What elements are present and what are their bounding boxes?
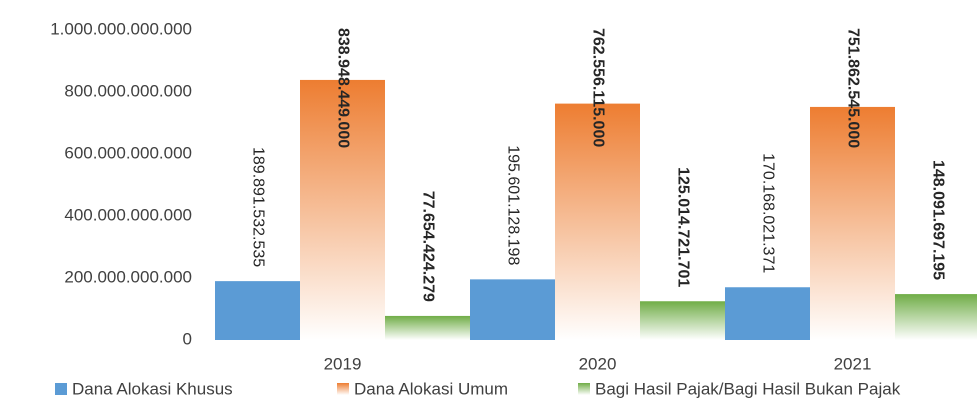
legend-swatch <box>55 383 67 395</box>
legend-label: Dana Alokasi Khusus <box>72 379 233 398</box>
bar <box>215 281 300 340</box>
value-label: 77.654.424.279 <box>419 191 436 302</box>
bar <box>810 106 895 340</box>
x-tick-label: 2019 <box>324 354 362 373</box>
bar <box>385 315 470 340</box>
y-tick-label: 200.000.000.000 <box>64 267 192 286</box>
x-tick-label: 2021 <box>834 354 872 373</box>
value-label: 148.091.697.195 <box>929 160 946 280</box>
value-label: 170.168.021.371 <box>759 153 776 273</box>
bar <box>470 279 555 340</box>
bar <box>300 79 385 341</box>
legend-swatch <box>337 383 349 395</box>
bar <box>895 294 977 340</box>
y-tick-label: 800.000.000.000 <box>64 81 192 100</box>
x-tick-label: 2020 <box>579 354 617 373</box>
legend-label: Bagi Hasil Pajak/Bagi Hasil Bukan Pajak <box>595 379 901 398</box>
y-tick-label: 0 <box>183 329 192 348</box>
y-tick-label: 1.000.000.000.000 <box>50 19 192 38</box>
legend-swatch <box>578 383 590 395</box>
value-label: 195.601.128.198 <box>504 145 521 265</box>
value-label: 125.014.721.701 <box>674 167 691 287</box>
value-label: 762.556.115.000 <box>589 28 606 147</box>
value-label: 751.862.545.000 <box>844 28 861 148</box>
y-tick-label: 600.000.000.000 <box>64 143 192 162</box>
value-label: 189.891.532.535 <box>249 147 266 267</box>
y-tick-label: 400.000.000.000 <box>64 205 192 224</box>
legend-label: Dana Alokasi Umum <box>354 379 508 398</box>
bar <box>640 301 725 340</box>
value-label: 838.948.449.000 <box>334 28 351 148</box>
bar <box>555 103 640 340</box>
bar <box>725 287 810 340</box>
